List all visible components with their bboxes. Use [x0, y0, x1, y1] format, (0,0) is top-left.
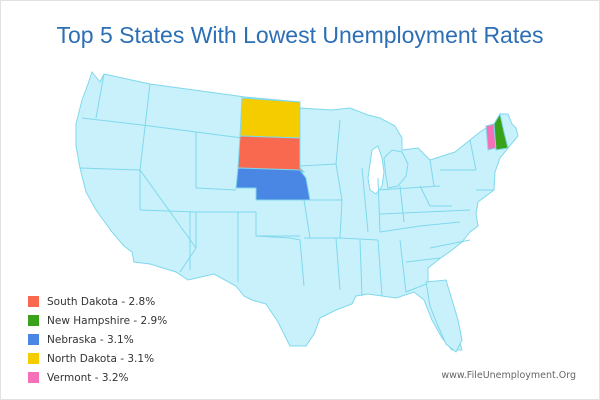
- legend: South Dakota - 2.8% New Hampshire - 2.9% N…: [28, 292, 167, 387]
- state-borders: [79, 73, 494, 297]
- legend-label: South Dakota - 2.8%: [47, 295, 156, 308]
- legend-swatch: [28, 372, 39, 383]
- legend-label: New Hampshire - 2.9%: [47, 314, 168, 327]
- legend-item: New Hampshire - 2.9%: [28, 311, 167, 330]
- legend-swatch: [28, 334, 39, 345]
- state-north-dakota: [239, 97, 301, 139]
- source-credit: www.FileUnemployment.Org: [441, 370, 576, 381]
- legend-label: Vermont - 3.2%: [47, 371, 129, 384]
- state-nebraska: [235, 167, 311, 201]
- map-title: Top 5 States With Lowest Unemployment Ra…: [56, 22, 544, 48]
- legend-swatch: [28, 353, 39, 364]
- legend-item: Nebraska - 3.1%: [28, 330, 167, 349]
- legend-swatch: [28, 315, 39, 326]
- state-michigan: [383, 149, 409, 189]
- state-new-hampshire: [493, 112, 509, 151]
- legend-item: Vermont - 3.2%: [28, 368, 167, 387]
- legend-label: Nebraska - 3.1%: [47, 333, 134, 346]
- state-florida: [425, 279, 463, 353]
- state-south-dakota: [237, 135, 306, 173]
- legend-item: South Dakota - 2.8%: [28, 292, 167, 311]
- legend-label: North Dakota - 3.1%: [47, 352, 155, 365]
- legend-item: North Dakota - 3.1%: [28, 349, 167, 368]
- legend-swatch: [28, 296, 39, 307]
